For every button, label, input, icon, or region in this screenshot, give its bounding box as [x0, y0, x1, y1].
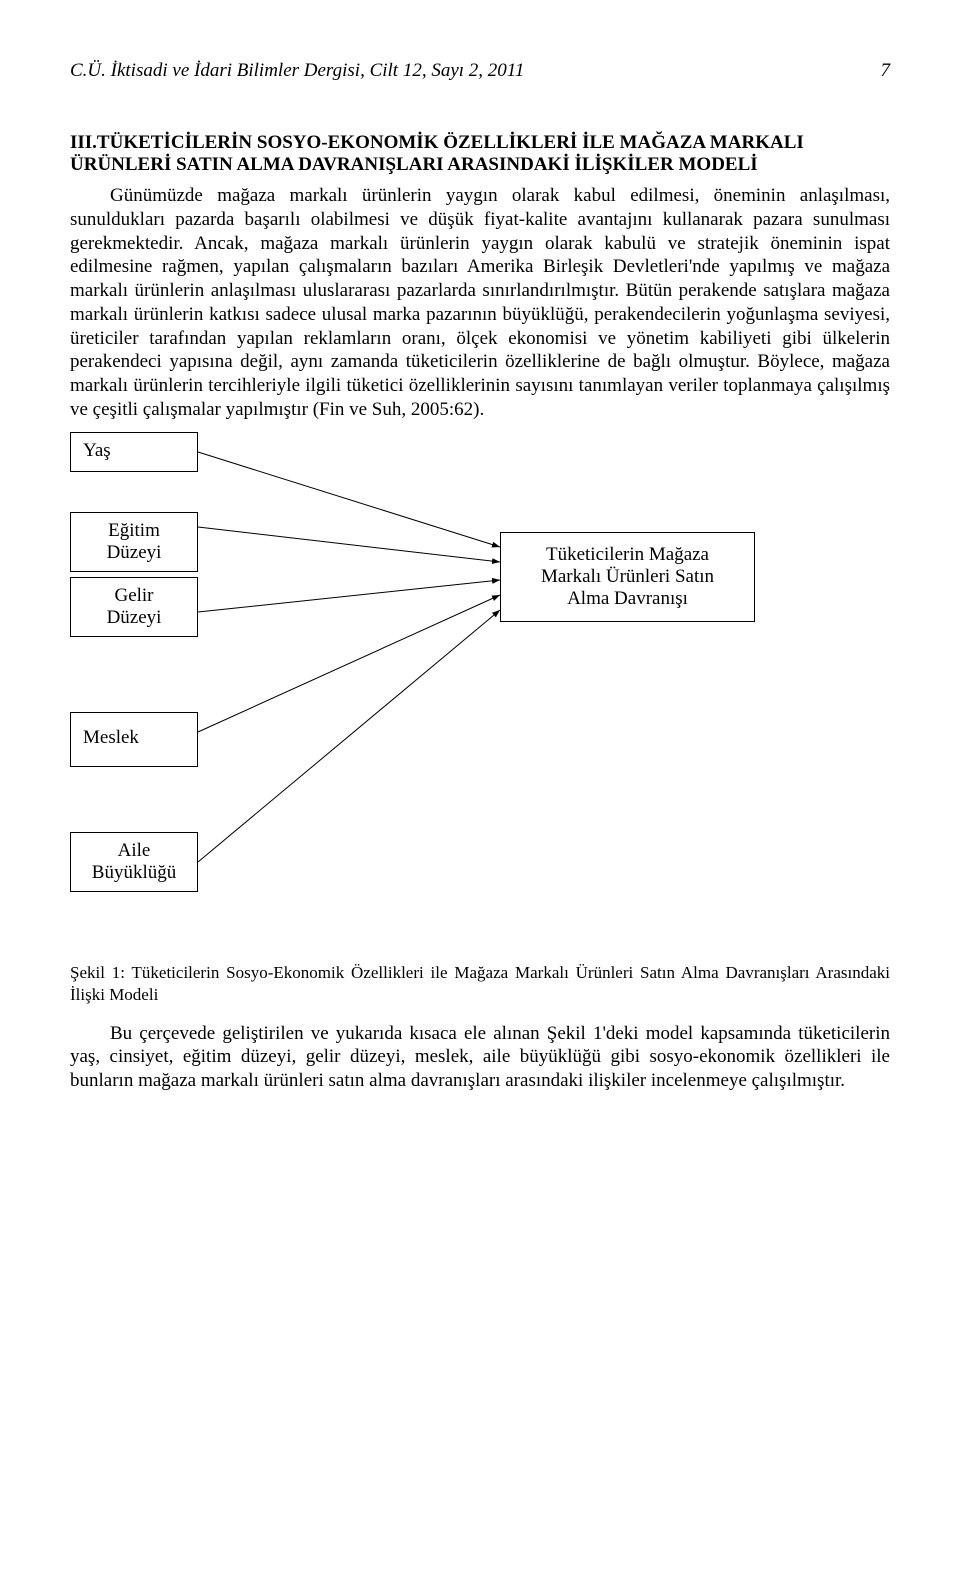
figure-caption: Şekil 1: Tüketicilerin Sosyo-Ekonomik Öz… [70, 962, 890, 1006]
page-header: C.Ü. İktisadi ve İdari Bilimler Dergisi,… [70, 60, 890, 82]
node-target: Tüketicilerin Mağaza Markalı Ürünleri Sa… [500, 532, 755, 622]
node-meslek: Meslek [70, 712, 198, 767]
node-gelir: Gelir Düzeyi [70, 577, 198, 637]
body-paragraph-2: Bu çerçevede geliştirilen ve yukarıda kı… [70, 1022, 890, 1093]
node-aile: Aile Büyüklüğü [70, 832, 198, 892]
model-diagram: Yaş Eğitim Düzeyi Gelir Düzeyi Meslek Ai… [70, 432, 890, 952]
node-egitim: Eğitim Düzeyi [70, 512, 198, 572]
node-yas: Yaş [70, 432, 198, 472]
page-number: 7 [881, 60, 891, 82]
body-paragraph-1: Günümüzde mağaza markalı ürünlerin yaygı… [70, 184, 890, 422]
journal-name: C.Ü. İktisadi ve İdari Bilimler Dergisi,… [70, 60, 524, 82]
section-heading: III.TÜKETİCİLERİN SOSYO-EKONOMİK ÖZELLİK… [70, 132, 890, 176]
